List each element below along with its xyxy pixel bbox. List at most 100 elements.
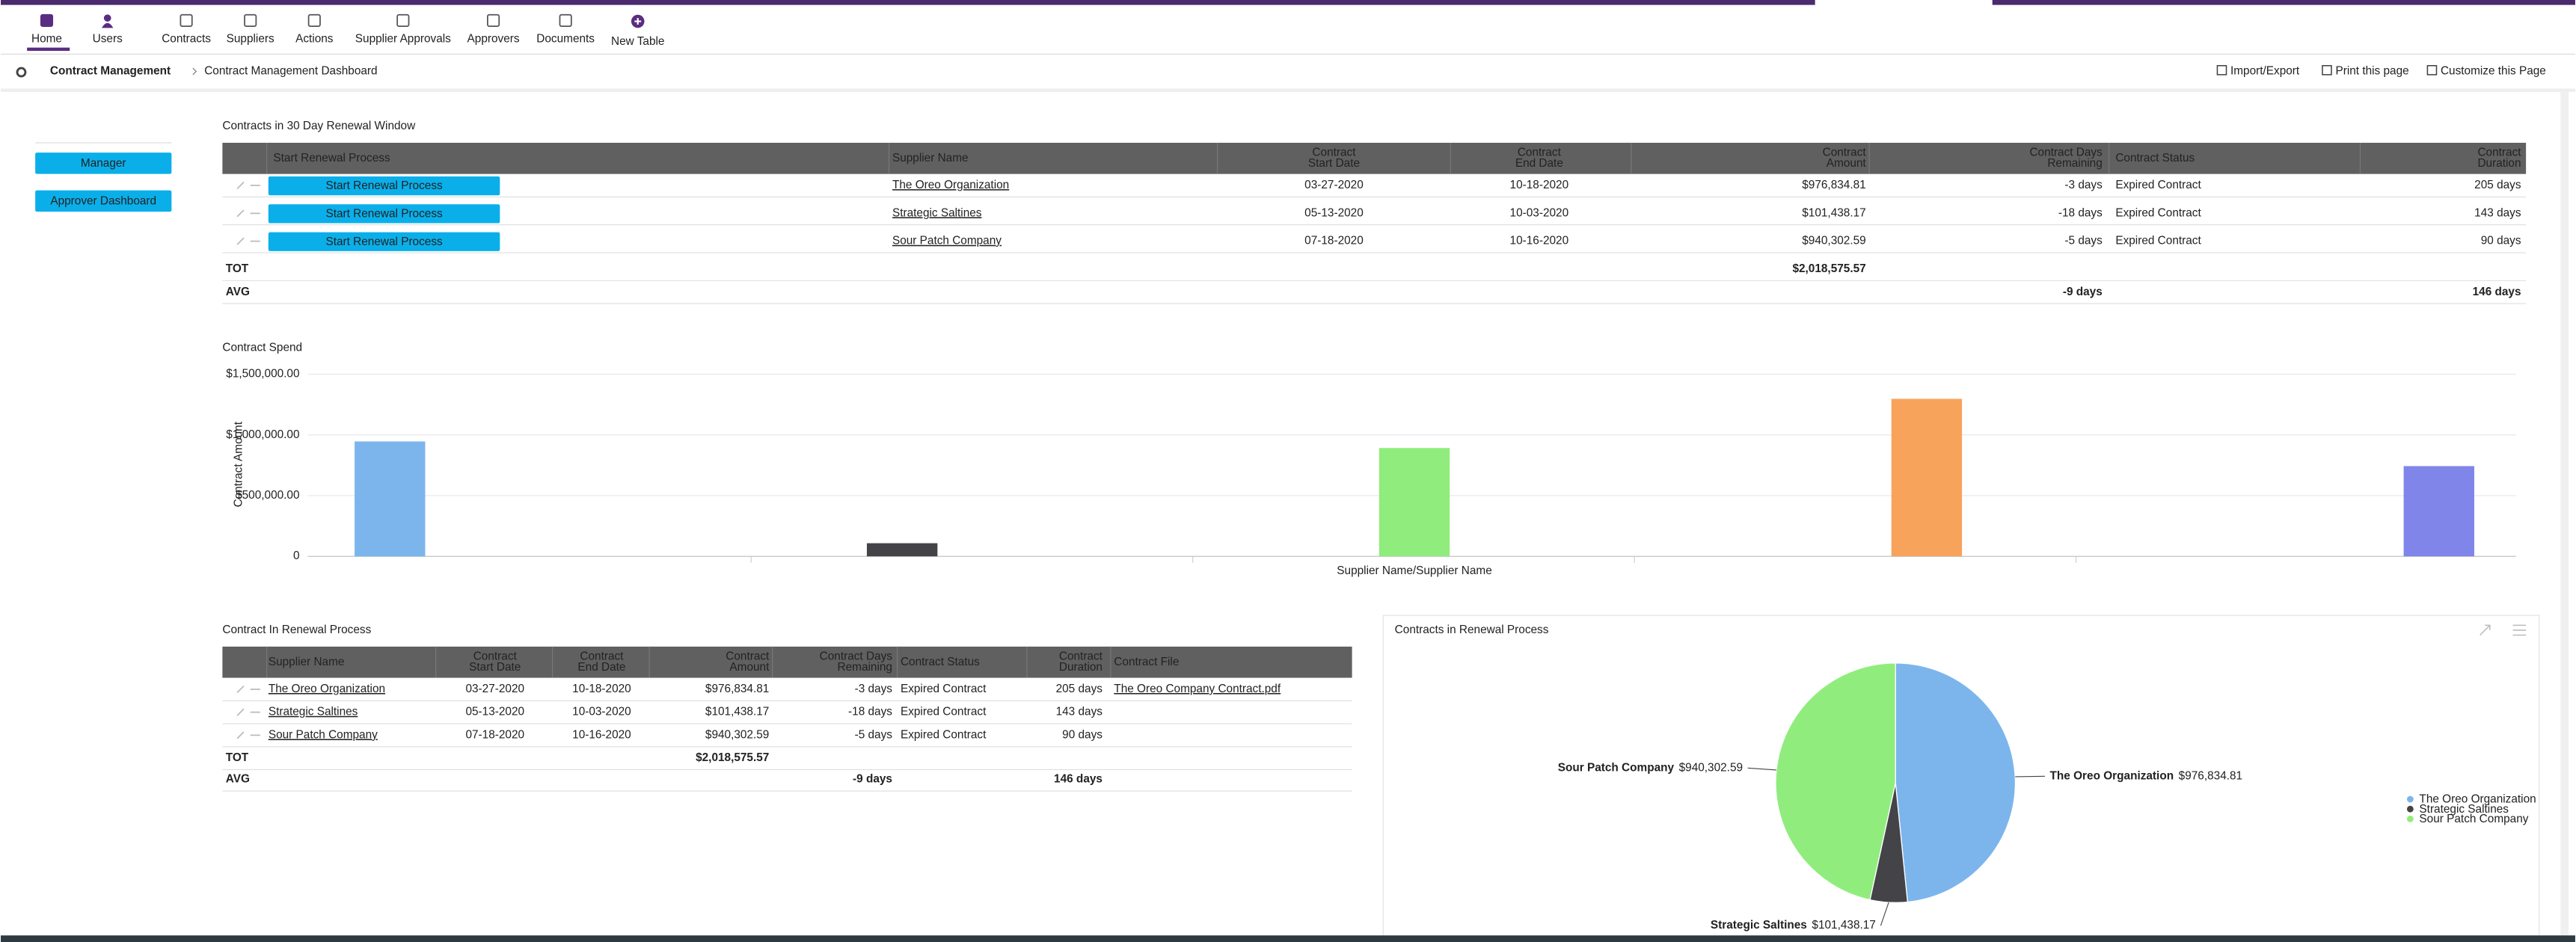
top-bar [1992,0,2575,5]
table-cell: 05-13-2020 [465,706,524,718]
link[interactable]: Sour Patch Company [269,728,378,741]
summary-cell: -9 days [853,773,892,786]
toolbar-icon [2216,65,2227,76]
toolbar-link[interactable]: Import/Export [2230,65,2300,78]
table-cell: -5 days [855,728,893,741]
table-cell: -5 days [2064,235,2103,247]
pie-label-value: $976,834.81 [2179,769,2242,782]
table-cell: -3 days [2064,179,2103,191]
sidebar-button-label[interactable]: Manager [81,157,126,170]
pie-panel [1382,615,2540,942]
breadcrumb-separator [192,67,197,76]
table-cell: Expired Contract [901,683,987,695]
nav-item[interactable]: Actions [295,33,334,46]
edit-icon[interactable] [236,731,260,739]
table-cell: 205 days [2474,179,2521,191]
y-axis-label: Contract Amount [232,421,245,507]
column-header: Start Date [469,661,521,674]
renewal-button[interactable] [268,176,500,196]
column-header: Contract [580,650,624,663]
renewal-button-label[interactable]: Start Renewal Process [325,179,443,192]
chart-title: Contracts in Renewal Process [1395,624,1549,636]
table-cell: 205 days [1056,683,1103,695]
nav-icon [40,13,54,27]
edit-icon[interactable] [236,209,260,218]
renewal-button-label[interactable]: Start Renewal Process [325,208,443,221]
table-cell: 143 days [1056,706,1103,718]
table-cell: 90 days [2481,235,2521,247]
chart-title: Contract Spend [222,341,302,354]
table-cell: 10-16-2020 [1510,235,1569,247]
top-bar [1,0,1815,5]
column-header: Contract File [1114,656,1179,668]
column-header: Remaining [838,661,892,674]
pie-label-value: $940,302.59 [1679,761,1743,774]
legend-label[interactable]: Sour Patch Company [2419,813,2528,825]
table-header [222,646,1352,678]
link[interactable]: Strategic Saltines [892,206,982,219]
sidebar-button-label[interactable]: Approver Dashboard [50,195,156,208]
column-header: Contract [726,650,770,663]
nav-item[interactable]: Suppliers [227,33,275,46]
summary-cell: $2,018,575.57 [696,751,769,764]
renewal-button[interactable] [268,232,500,251]
table-cell: $976,834.81 [1802,179,1865,191]
table-cell: 10-18-2020 [1510,179,1569,191]
summary-label: TOT [226,751,249,764]
table-cell: 90 days [1062,728,1103,741]
edit-icon[interactable] [236,708,260,716]
nav-item[interactable]: Documents [536,33,595,46]
column-header: Contract [2477,147,2521,159]
nav-item[interactable]: Contracts [162,33,211,46]
nav-item[interactable]: Users [93,33,123,46]
table-cell: Expired Contract [2115,206,2201,219]
sidebar-button[interactable] [35,153,172,174]
renewal-button-label[interactable]: Start Renewal Process [325,236,443,248]
y-tick-label: $1,500,000.00 [226,368,299,381]
edit-icon[interactable] [236,182,260,190]
nav-item[interactable]: Home [31,33,62,46]
legend-label[interactable]: Strategic Saltines [2419,803,2509,816]
edit-icon[interactable] [236,685,260,693]
legend-marker [2406,815,2414,822]
column-header: Duration [1059,661,1103,674]
nav-item[interactable]: Supplier Approvals [355,33,451,46]
column-header: Contract [1518,147,1562,159]
column-header: Contract [1059,650,1103,663]
table-cell: Expired Contract [901,728,987,741]
nav-item[interactable]: Approvers [467,33,520,46]
table-cell: 10-03-2020 [572,706,631,718]
link[interactable]: The Oreo Organization [892,179,1009,191]
legend-label[interactable]: The Oreo Organization [2419,793,2536,806]
table-cell: 10-16-2020 [572,728,631,741]
breadcrumb-item[interactable]: Contract Management [50,65,171,78]
pie-label-value: $101,438.17 [1812,919,1875,932]
column-header: End Date [1515,157,1563,170]
column-header: Supplier Name [892,152,969,164]
link[interactable]: Strategic Saltines [269,706,358,718]
nav-icon [103,14,111,22]
table-header [222,142,2527,174]
link[interactable]: The Oreo Company Contract.pdf [1114,683,1281,695]
column-header: Contract [1823,147,1867,159]
edit-icon[interactable] [236,237,260,245]
header-shadow [1,88,2575,92]
nav-icon [244,13,257,27]
active-tab-underline [27,47,70,52]
renewal-button[interactable] [268,204,500,224]
table-cell: -18 days [848,706,892,718]
y-tick-label: $500,000.00 [236,489,299,502]
toolbar-link[interactable]: Customize this Page [2441,65,2546,78]
expand-icon[interactable] [2480,624,2491,636]
y-tick-label: 0 [293,550,300,562]
column-header: Contract Days [2029,147,2103,159]
menu-icon[interactable] [2512,624,2527,636]
toolbar-link[interactable]: Print this page [2335,65,2408,78]
pie-connector [1880,902,1889,926]
link[interactable]: Sour Patch Company [892,235,1002,247]
nav-item[interactable]: New Table [611,35,664,48]
settings-icon[interactable] [16,67,27,78]
sidebar-button[interactable] [35,190,172,212]
table-cell: Expired Contract [2115,235,2201,247]
link[interactable]: The Oreo Organization [269,683,385,695]
